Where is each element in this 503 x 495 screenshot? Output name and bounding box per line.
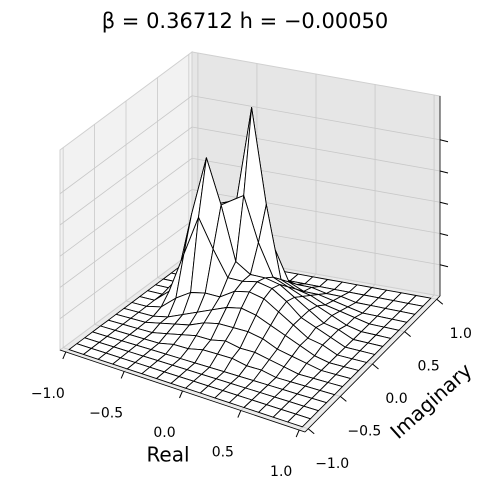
y-tick-mark — [340, 395, 347, 402]
y-tick-mark — [307, 428, 315, 435]
y-tick-label: 0.5 — [418, 359, 440, 375]
y-tick-label: 1.0 — [450, 326, 472, 342]
chart-title: β = 0.36712 h = −0.00050 — [102, 9, 389, 33]
z-tick-mark — [439, 201, 449, 205]
x-tick-label: 0.0 — [153, 425, 175, 441]
grid-line — [191, 126, 441, 172]
x-axis-title: Real — [146, 443, 189, 467]
grid-line — [59, 189, 193, 288]
x-tick-mark — [237, 410, 242, 418]
y-tick-label: 0.0 — [385, 391, 407, 407]
y-tick-mark — [404, 331, 411, 338]
x-tick-mark — [62, 351, 67, 360]
x-tick-mark — [179, 390, 183, 399]
z-tick-mark — [439, 264, 449, 268]
grid-line — [191, 95, 441, 141]
grid-line — [191, 189, 441, 234]
z-tick-mark — [439, 139, 449, 143]
x-tick-label: −0.5 — [89, 405, 123, 421]
surface-quad — [287, 413, 311, 428]
surface — [68, 107, 432, 428]
y-tick-label: −0.5 — [347, 423, 381, 439]
y-tick-label: −1.0 — [315, 456, 349, 472]
z-tick-mark — [439, 233, 449, 236]
grid-line — [59, 126, 193, 226]
y-axis-line — [304, 295, 441, 433]
y-tick-mark — [436, 298, 444, 305]
grid-line — [191, 157, 441, 203]
x-tick-mark — [295, 429, 300, 438]
y-tick-mark — [372, 363, 379, 370]
axes: −1.0−0.50.00.51.0−1.0−0.50.00.51.0 — [31, 96, 472, 480]
x-tick-label: 0.5 — [212, 445, 234, 461]
grid-line — [59, 95, 193, 195]
grid-line — [59, 157, 193, 257]
x-tick-label: −1.0 — [31, 386, 65, 402]
x-tick-label: 1.0 — [270, 464, 292, 480]
x-tick-mark — [120, 371, 125, 379]
z-tick-mark — [439, 170, 449, 174]
grid-line — [59, 220, 193, 320]
x-axis-line — [59, 349, 306, 433]
